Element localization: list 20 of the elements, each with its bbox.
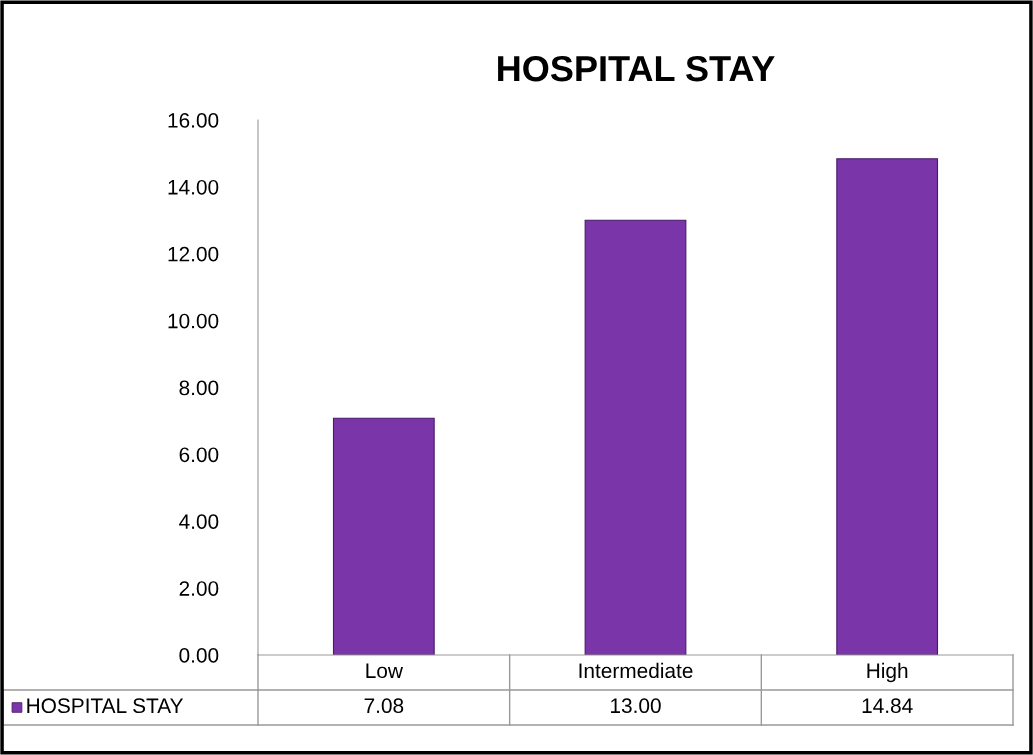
data-label: 14.84 — [862, 698, 913, 714]
y-tick-label: 0.00 — [179, 648, 219, 663]
bar — [584, 219, 687, 655]
x-tick-label: Low — [366, 663, 403, 679]
y-tick-label: 2.00 — [179, 581, 219, 596]
x-tick-label: High — [867, 662, 908, 683]
y-tick-label: 8.00 — [179, 380, 219, 396]
legend-label: HOSPITAL STAY — [27, 698, 184, 714]
data-label: 7.08 — [364, 698, 404, 714]
y-tick-label: 16.00 — [168, 113, 219, 128]
chart-title: HOSPITAL STAY — [498, 55, 775, 82]
bar — [332, 417, 435, 655]
y-tick-label: 12.00 — [168, 246, 219, 262]
y-tick-label: 10.00 — [168, 313, 219, 329]
data-label: 13.00 — [611, 698, 661, 714]
y-tick-label: 4.00 — [179, 514, 219, 529]
y-tick-label: 6.00 — [179, 447, 219, 463]
bar — [836, 158, 939, 655]
x-tick-label: Intermediate — [579, 662, 693, 679]
y-tick-label: 14.00 — [168, 179, 219, 195]
